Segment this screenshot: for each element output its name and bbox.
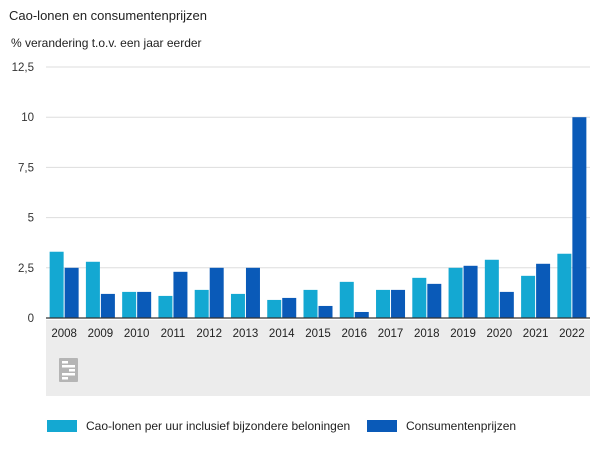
cbs-logo xyxy=(59,358,78,382)
bar-1-2020 xyxy=(484,259,499,318)
bar-2-2010 xyxy=(137,291,152,318)
bar-2-2020 xyxy=(499,291,514,318)
bar-2-2018 xyxy=(427,283,442,318)
bar-1-2011 xyxy=(158,295,173,318)
legend: Cao-lonen per uur inclusief bijzondere b… xyxy=(0,419,600,437)
x-tick-label: 2013 xyxy=(233,328,259,340)
x-tick-label: 2011 xyxy=(161,328,186,340)
bar-2-2015 xyxy=(318,305,333,318)
chart-title: Cao-lonen en consumentenprijzen xyxy=(9,8,208,23)
bar-1-2009 xyxy=(85,261,100,318)
bars xyxy=(49,117,587,318)
bar-2-2019 xyxy=(463,265,478,318)
x-tick-label: 2012 xyxy=(196,328,222,340)
x-tick-label: 2014 xyxy=(269,328,295,340)
bar-1-2019 xyxy=(448,267,463,318)
y-tick-label: 0 xyxy=(28,313,34,325)
bar-1-2017 xyxy=(376,289,391,318)
y-tick-label: 5 xyxy=(28,213,34,225)
bar-1-2022 xyxy=(557,253,572,318)
bar-2-2008 xyxy=(64,267,79,318)
bar-1-2013 xyxy=(230,293,245,318)
legend-item-series-1: Cao-lonen per uur inclusief bijzondere b… xyxy=(47,419,350,433)
bar-1-2008 xyxy=(49,251,64,318)
bar-1-2012 xyxy=(194,289,209,318)
y-tick-label: 12,5 xyxy=(12,62,34,74)
bar-1-2021 xyxy=(521,275,536,318)
x-tick-label: 2008 xyxy=(51,328,77,340)
bar-1-2015 xyxy=(303,289,318,318)
legend-item-series-2: Consumentenprijzen xyxy=(367,419,516,433)
x-axis-ticks: 2008 2009 2010 2011 2012 2013 2014 2015 2016 2017… xyxy=(51,328,584,340)
bar-2-2022 xyxy=(572,117,587,318)
x-tick-label: 2021 xyxy=(523,328,549,340)
bar-2-2011 xyxy=(173,271,188,318)
bar-1-2018 xyxy=(412,277,427,318)
bar-2-2013 xyxy=(245,267,260,318)
bar-2-2012 xyxy=(209,267,224,318)
bar-2-2016 xyxy=(354,311,369,318)
y-axis-ticks: 0 2,5 5 7,5 10 12,5 xyxy=(12,62,34,325)
x-tick-label: 2020 xyxy=(487,328,513,340)
bar-1-2014 xyxy=(267,299,282,318)
bar-1-2010 xyxy=(122,291,137,318)
legend-swatch xyxy=(367,420,397,432)
legend-label: Cao-lonen per uur inclusief bijzondere b… xyxy=(86,419,351,433)
x-axis-band xyxy=(46,320,590,396)
bar-2-2009 xyxy=(100,293,115,318)
bar-1-2016 xyxy=(339,281,354,318)
bar-2-2014 xyxy=(282,297,297,318)
x-tick-label: 2009 xyxy=(88,328,114,340)
y-tick-label: 2,5 xyxy=(18,263,34,275)
legend-swatch xyxy=(47,420,77,432)
chart-subtitle: % verandering t.o.v. een jaar eerder xyxy=(11,36,202,50)
x-tick-label: 2016 xyxy=(341,328,367,340)
x-tick-label: 2015 xyxy=(305,328,331,340)
legend-label: Consumentenprijzen xyxy=(406,419,517,433)
x-tick-label: 2019 xyxy=(450,328,476,340)
x-tick-label: 2017 xyxy=(378,328,404,340)
x-tick-label: 2018 xyxy=(414,328,440,340)
y-tick-label: 7,5 xyxy=(18,162,34,174)
x-tick-label: 2010 xyxy=(124,328,150,340)
bar-2-2021 xyxy=(536,263,551,318)
y-tick-label: 10 xyxy=(21,112,34,124)
gridlines xyxy=(46,66,590,269)
bar-2-2017 xyxy=(391,289,406,318)
x-tick-label: 2022 xyxy=(559,328,585,340)
